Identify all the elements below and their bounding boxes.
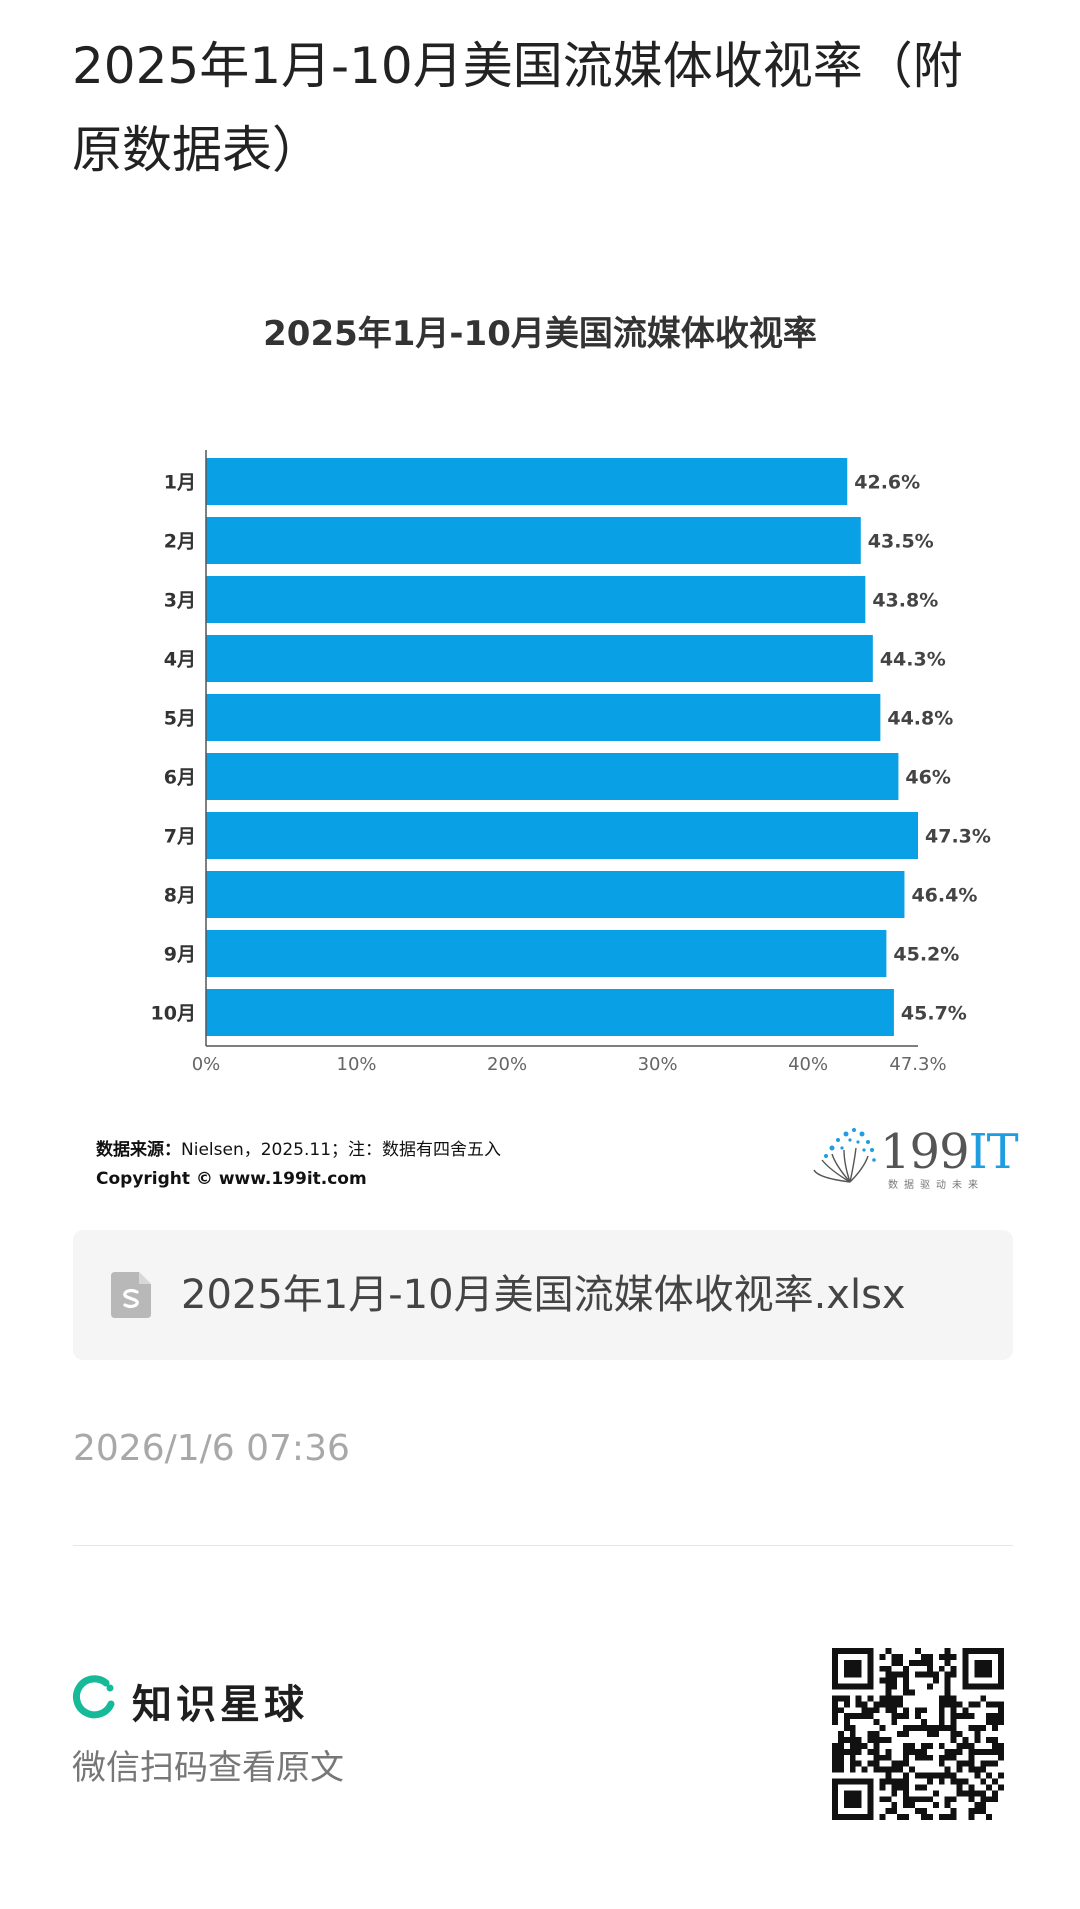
y-tick-label: 9月 — [164, 944, 196, 966]
logo-wordmark: 199IT — [880, 1124, 1019, 1180]
post-timestamp: 2026/1/6 07:36 — [73, 1428, 350, 1469]
x-tick-label: 40% — [788, 1054, 828, 1075]
bar-7 — [206, 812, 918, 859]
post-title: 2025年1月-10月美国流媒体收视率（附原数据表） — [72, 37, 963, 179]
logo-slogan: 数据驱动未来 — [888, 1180, 984, 1191]
data-label: 45.7% — [901, 1003, 967, 1025]
x-tick-label: 30% — [638, 1054, 678, 1075]
bar-8 — [206, 871, 905, 918]
x-tick-label: 20% — [487, 1054, 527, 1075]
data-source: 数据来源：Nielsen，2025.11；注：数据有四舍五入 Copyright… — [96, 1136, 501, 1194]
y-tick-label: 6月 — [164, 767, 196, 789]
data-label: 43.5% — [868, 531, 934, 553]
data-label: 45.2% — [893, 944, 959, 966]
bar-2 — [206, 517, 861, 564]
attachment-card[interactable]: 2025年1月-10月美国流媒体收视率.xlsx — [73, 1230, 1013, 1360]
bar-3 — [206, 576, 866, 623]
bar-6 — [206, 753, 899, 800]
data-label: 44.3% — [880, 649, 946, 671]
divider — [73, 1545, 1013, 1546]
y-tick-label: 8月 — [164, 885, 196, 907]
y-tick-label: 2月 — [164, 531, 196, 553]
brand-name: 知识星球 — [132, 1682, 308, 1728]
data-label: 46% — [905, 767, 950, 789]
bar-chart: 1月 42.6% 2月 43.5% 3月 43.8% 4月 44.3% 5月 44.8% 6月 46%… — [151, 450, 991, 1075]
attachment-file-name: 2025年1月-10月美国流媒体收视率.xlsx — [181, 1272, 906, 1318]
bar-9 — [206, 930, 887, 977]
data-label: 42.6% — [854, 472, 920, 494]
y-tick-label: 1月 — [164, 472, 196, 494]
y-tick-label: 10月 — [151, 1003, 196, 1025]
x-tick-label: 10% — [337, 1054, 377, 1075]
x-tick-label: 0% — [192, 1054, 221, 1075]
qr-code-icon[interactable] — [832, 1648, 1004, 1820]
zsxq-ring-logo-icon — [73, 1675, 115, 1719]
bar-1 — [206, 458, 848, 505]
bar-10 — [206, 989, 894, 1036]
y-tick-label: 4月 — [164, 649, 196, 671]
data-label: 43.8% — [872, 590, 938, 612]
data-label: 46.4% — [911, 885, 977, 907]
source-text: Nielsen，2025.11；注：数据有四舍五入 — [181, 1140, 502, 1160]
data-label: 44.8% — [887, 708, 953, 730]
dandelion-icon — [813, 1128, 876, 1183]
copyright-text: Copyright © www.199it.com — [96, 1169, 367, 1189]
bar-5 — [206, 694, 881, 741]
bar-4 — [206, 635, 873, 682]
y-tick-label: 3月 — [164, 590, 196, 612]
x-tick-label: 47.3% — [889, 1054, 946, 1075]
data-label: 47.3% — [925, 826, 991, 848]
y-tick-label: 5月 — [164, 708, 196, 730]
spreadsheet-file-icon — [111, 1272, 151, 1318]
chart-title: 2025年1月-10月美国流媒体收视率 — [263, 314, 817, 354]
y-tick-label: 7月 — [164, 826, 196, 848]
199it-logo: 199IT 数据驱动未来 — [810, 1120, 1019, 1191]
source-label: 数据来源： — [96, 1140, 181, 1160]
scan-hint: 微信扫码查看原文 — [72, 1748, 344, 1788]
